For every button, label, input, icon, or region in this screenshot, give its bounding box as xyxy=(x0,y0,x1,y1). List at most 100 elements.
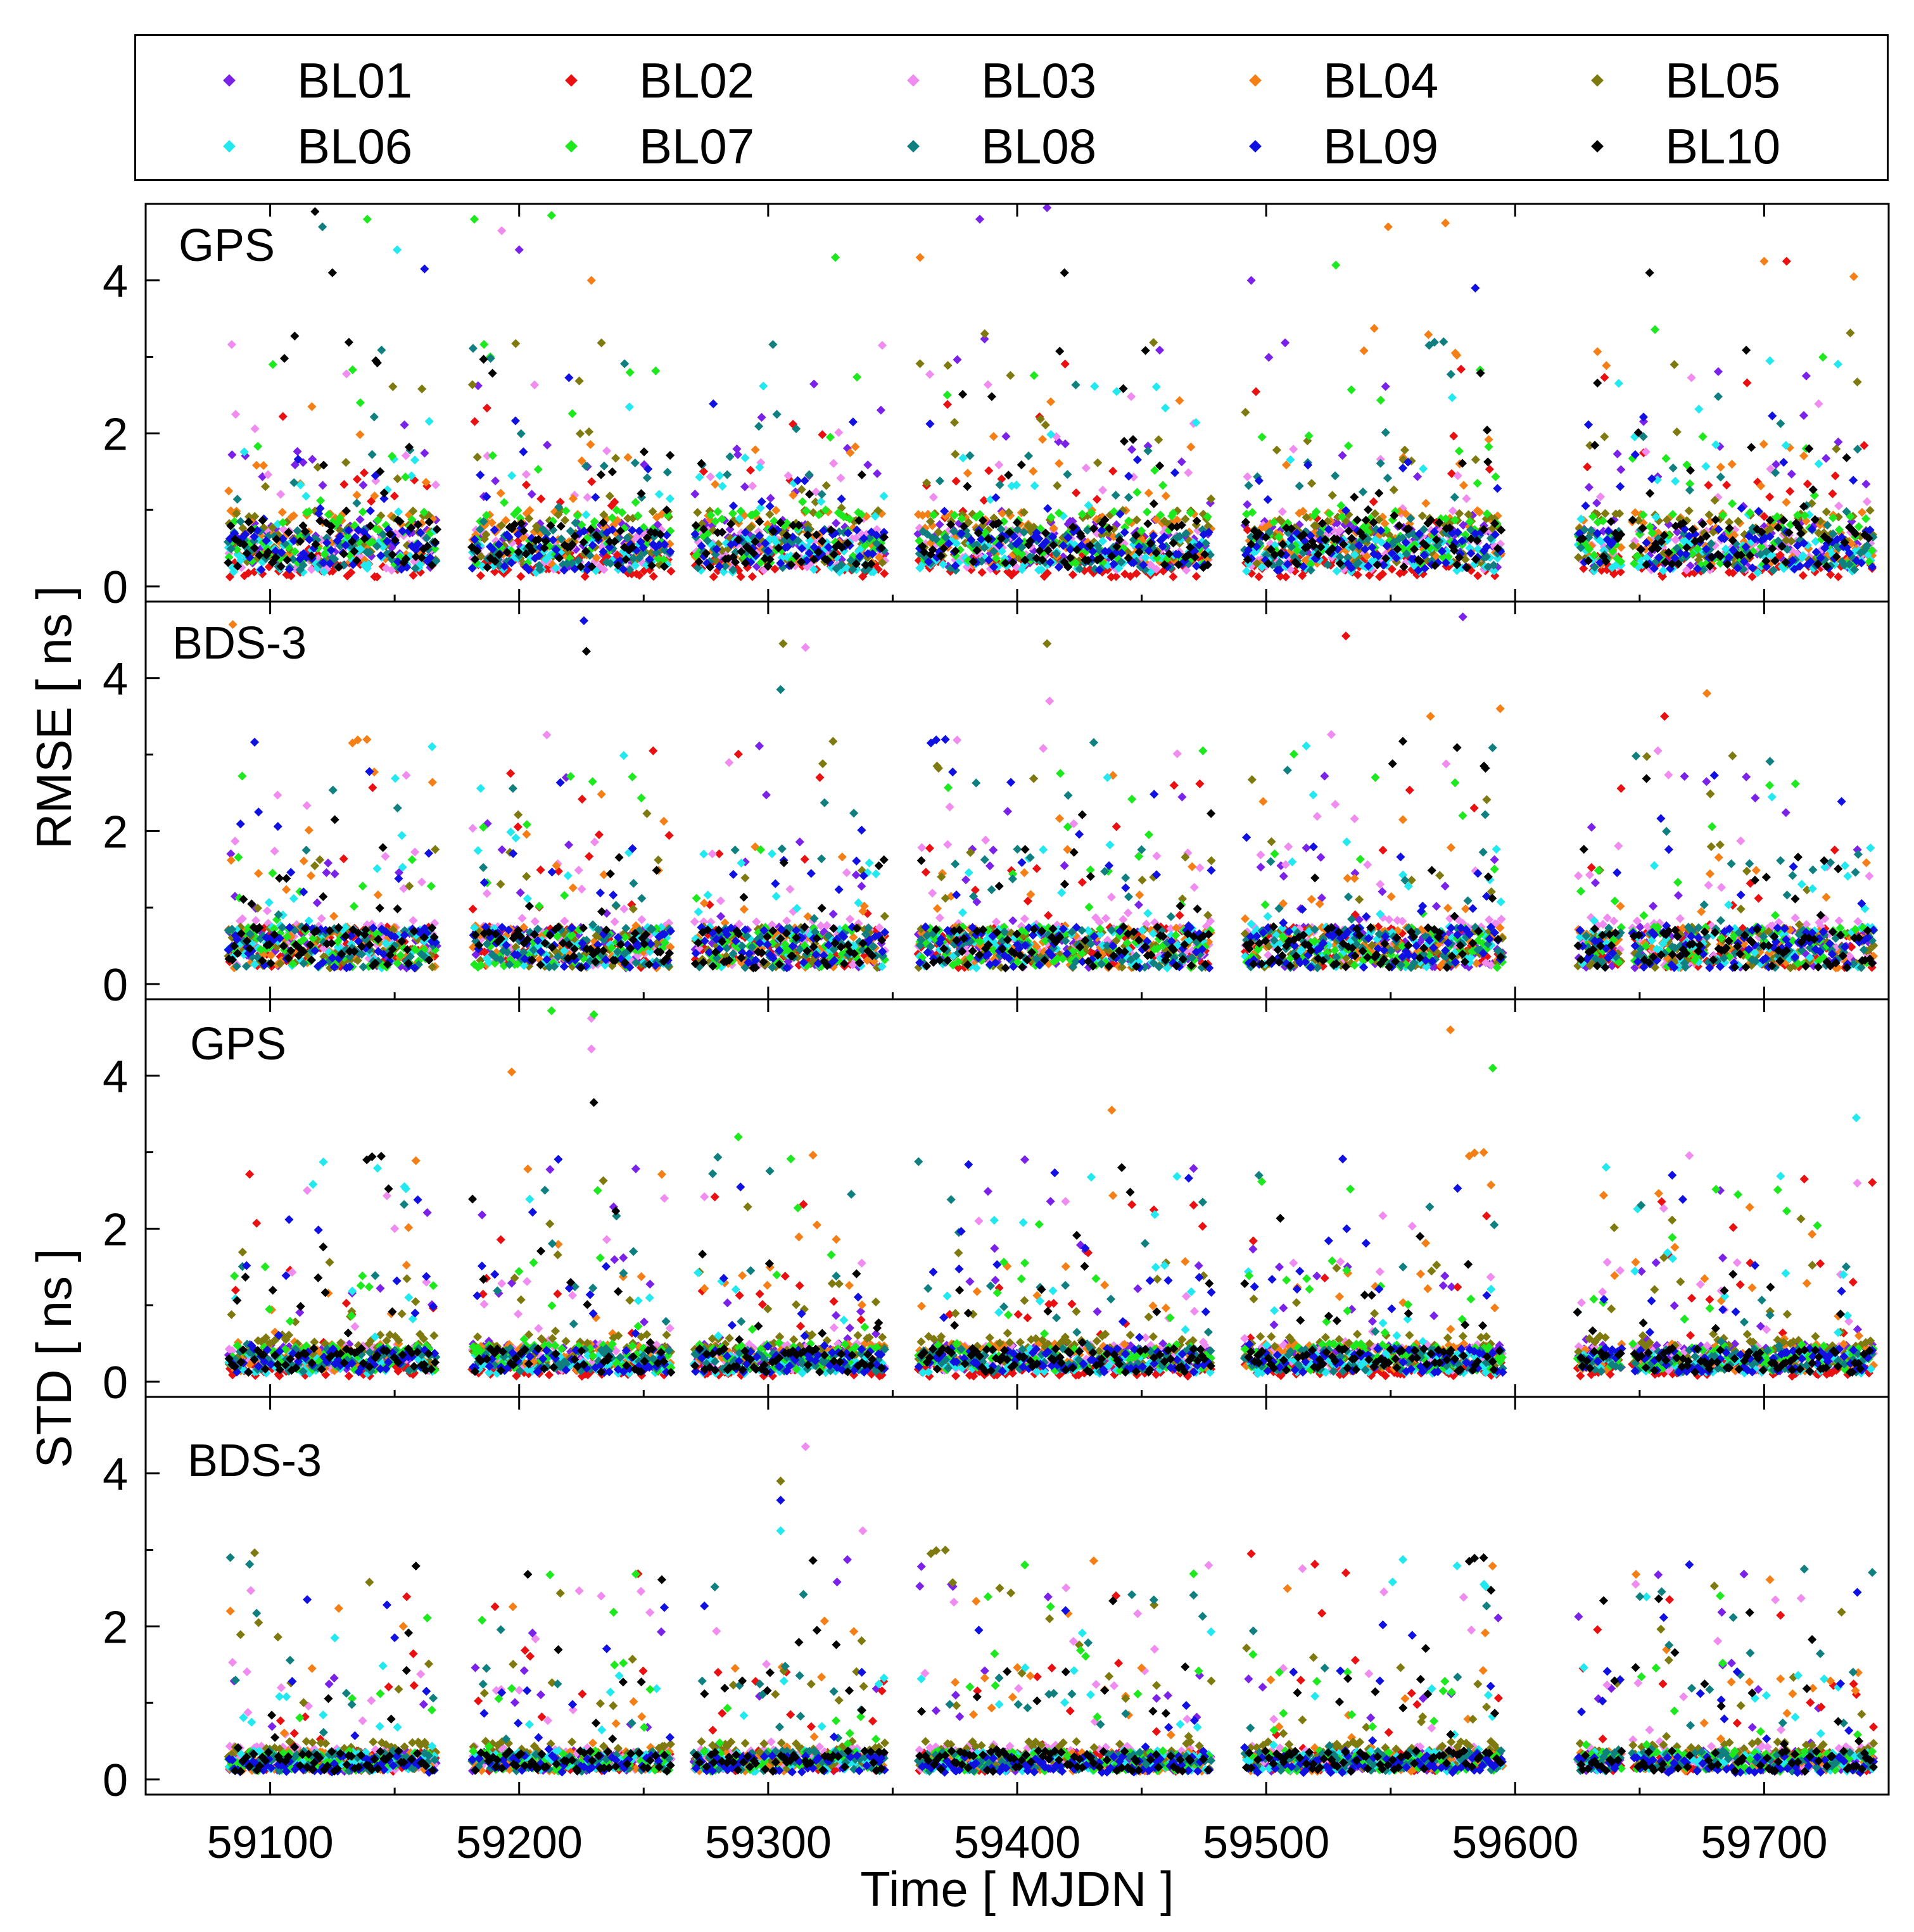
point-bl03 xyxy=(342,369,352,379)
point-bl08 xyxy=(378,529,388,539)
point-bl09 xyxy=(1195,540,1204,550)
point-bl02 xyxy=(770,564,780,574)
point-bl01 xyxy=(322,868,331,878)
point-bl07 xyxy=(706,510,716,520)
point-bl09 xyxy=(365,506,375,515)
point-bl08 xyxy=(1181,529,1191,538)
point-bl09 xyxy=(413,539,423,549)
point-bl02 xyxy=(1043,911,1053,920)
point-bl09 xyxy=(1174,550,1184,559)
point-bl08 xyxy=(723,470,732,479)
point-bl09 xyxy=(230,529,239,538)
point-bl01 xyxy=(497,845,507,854)
point-bl09 xyxy=(1581,501,1590,510)
point-bl05 xyxy=(472,452,482,462)
point-bl09 xyxy=(800,476,809,486)
point-bl05 xyxy=(1149,338,1158,347)
point-bl03 xyxy=(521,470,531,479)
point-bl07 xyxy=(1484,442,1493,451)
point-bl06 xyxy=(654,489,664,499)
point-bl04 xyxy=(259,461,269,470)
point-bl07 xyxy=(852,372,862,382)
point-bl05 xyxy=(1684,506,1694,515)
point-bl09 xyxy=(494,540,504,549)
point-bl05 xyxy=(1832,444,1841,454)
point-bl08 xyxy=(1439,337,1448,346)
point-bl02 xyxy=(536,494,546,503)
point-bl05 xyxy=(497,521,506,530)
point-bl03 xyxy=(387,565,396,575)
point-bl01 xyxy=(1320,771,1329,781)
point-bl08 xyxy=(330,554,339,564)
point-bl08 xyxy=(995,480,1005,489)
legend-label-bl02: BL02 xyxy=(639,53,755,108)
point-bl06 xyxy=(1833,359,1843,369)
point-bl08 xyxy=(941,533,951,542)
point-bl09 xyxy=(415,527,425,538)
point-bl08 xyxy=(1094,545,1104,555)
point-bl04 xyxy=(1716,462,1725,472)
point-bl08 xyxy=(980,543,989,552)
point-bl08 xyxy=(652,548,661,557)
point-bl09 xyxy=(991,493,1001,502)
point-bl04 xyxy=(1281,460,1291,470)
point-bl08 xyxy=(754,422,764,431)
point-bl07 xyxy=(659,555,669,564)
point-bl01 xyxy=(1177,792,1187,802)
point-bl09 xyxy=(488,544,497,554)
point-bl07 xyxy=(387,451,397,461)
point-bl09 xyxy=(944,539,954,548)
point-bl02 xyxy=(1405,785,1414,795)
point-bl03 xyxy=(836,473,846,483)
point-bl02 xyxy=(736,572,745,581)
point-bl08 xyxy=(557,534,566,544)
outlier-point-bl01 xyxy=(514,245,524,255)
point-bl09 xyxy=(1043,503,1053,514)
point-bl02 xyxy=(359,468,369,477)
point-bl07 xyxy=(561,506,571,515)
point-bl07 xyxy=(802,506,811,515)
point-bl09 xyxy=(1097,526,1106,535)
point-bl01 xyxy=(1742,772,1751,781)
point-bl09 xyxy=(315,503,325,513)
point-bl05 xyxy=(922,478,932,488)
point-bl09 xyxy=(1263,495,1272,505)
point-bl09 xyxy=(1046,557,1055,567)
point-bl06 xyxy=(424,417,434,426)
point-bl07 xyxy=(633,511,643,521)
point-bl09 xyxy=(1398,464,1408,473)
point-bl02 xyxy=(490,567,500,577)
outlier-point-bl02 xyxy=(1782,256,1791,266)
point-bl08 xyxy=(720,562,730,571)
point-bl05 xyxy=(417,384,427,394)
point-bl04 xyxy=(289,511,298,521)
point-bl04 xyxy=(665,539,675,549)
point-bl03 xyxy=(401,451,410,460)
point-bl05 xyxy=(811,497,820,507)
point-bl02 xyxy=(921,868,930,877)
point-bl07 xyxy=(1698,432,1708,441)
point-bl05 xyxy=(611,453,621,463)
outlier-point-bl08 xyxy=(318,222,327,232)
point-bl08 xyxy=(1024,451,1034,461)
point-bl07 xyxy=(949,510,960,520)
point-bl04 xyxy=(1459,481,1469,490)
point-bl05 xyxy=(1865,505,1875,515)
point-bl05 xyxy=(250,512,260,521)
point-bl09 xyxy=(1041,537,1051,546)
outlier-point-bl09 xyxy=(1471,283,1480,293)
point-bl05 xyxy=(574,376,584,386)
point-bl01 xyxy=(1256,862,1265,872)
legend-label-bl01: BL01 xyxy=(297,53,413,108)
point-bl10 xyxy=(857,470,866,479)
point-bl02 xyxy=(470,417,479,426)
point-bl01 xyxy=(1799,411,1809,420)
point-bl04 xyxy=(1799,451,1809,460)
outlier-point-bl04 xyxy=(1383,222,1393,232)
point-bl08 xyxy=(1668,463,1678,473)
point-bl06 xyxy=(1160,403,1170,413)
point-bl03 xyxy=(250,424,260,434)
point-bl02 xyxy=(594,830,604,840)
point-bl07 xyxy=(488,451,497,460)
point-bl03 xyxy=(1671,535,1680,545)
